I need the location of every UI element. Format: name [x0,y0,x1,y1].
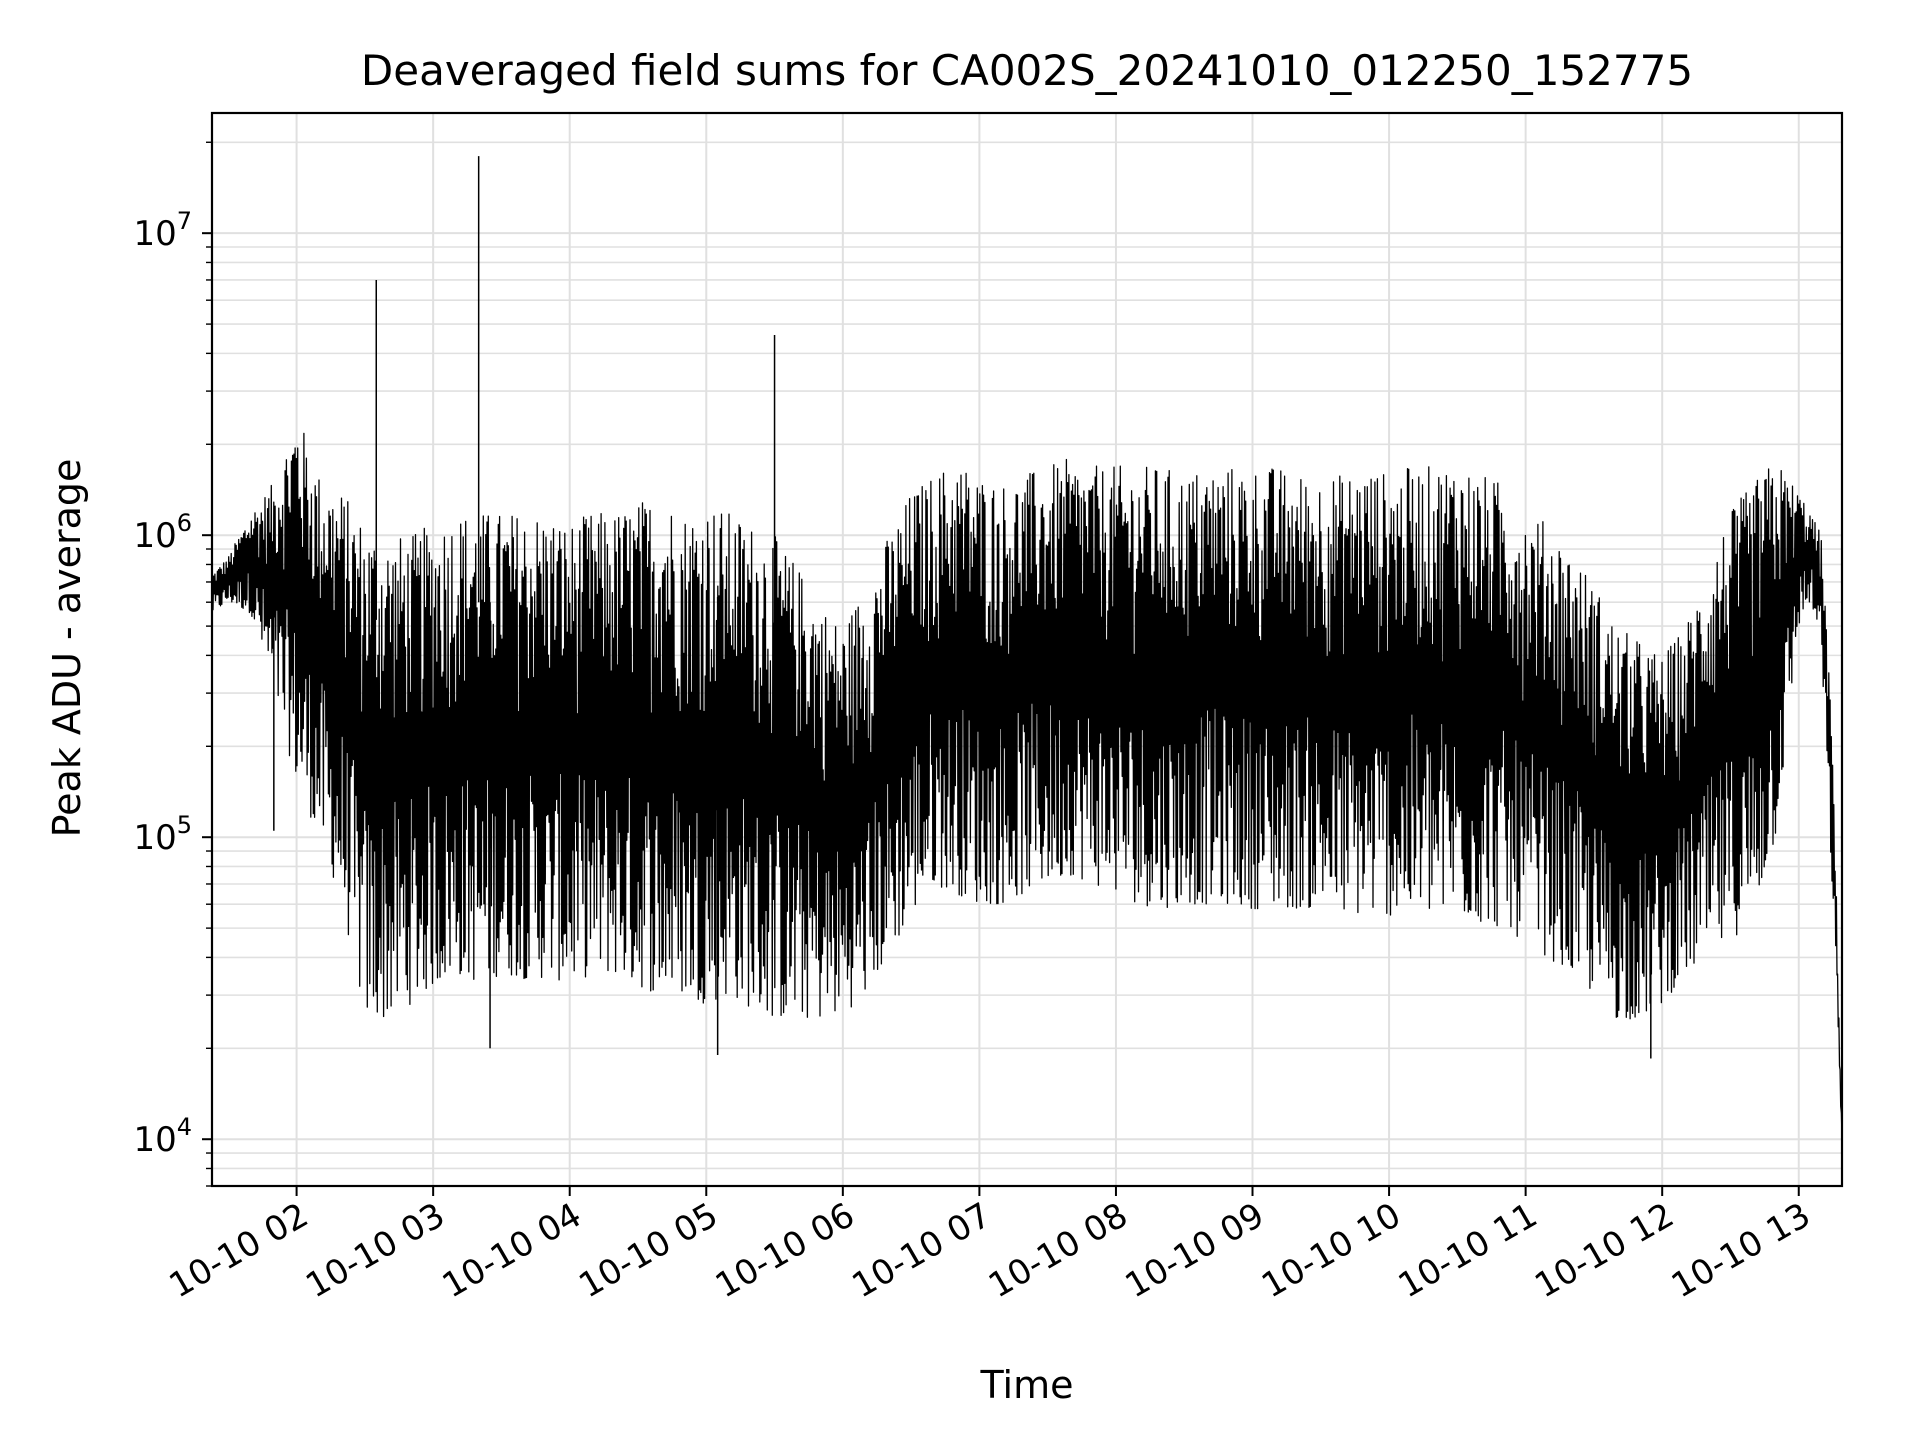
y-tick-label: 105 [133,811,192,858]
x-tick-label: 10-10 06 [709,1195,861,1306]
x-tick-label: 10-10 05 [572,1195,724,1306]
x-tick-label: 10-10 13 [1665,1195,1817,1306]
x-tick-label: 10-10 12 [1528,1195,1680,1306]
x-tick-label: 10-10 08 [982,1195,1134,1306]
x-tick-label: 10-10 02 [163,1195,315,1306]
x-axis-label: Time [980,1363,1074,1407]
plot-area-frame [210,111,1844,1188]
spike-layer [273,156,1652,1059]
series-line-layer [211,432,1843,1140]
x-tick-label: 10-10 10 [1255,1195,1407,1306]
y-tick-label: 107 [133,207,192,254]
x-tick-label: 10-10 11 [1392,1195,1544,1306]
x-tick-label: 10-10 07 [845,1195,997,1306]
x-tick-label: 10-10 04 [436,1195,588,1306]
chart-title: Deaveraged field sums for CA002S_2024101… [361,46,1693,95]
series-line [211,432,1843,1140]
x-tick-label: 10-10 03 [299,1195,451,1306]
y-tick-label: 106 [133,509,192,556]
y-axis-ticks: 104 105 106 107 [133,141,212,1187]
y-axis-label: Peak ADU - average [45,459,89,838]
y-tick-label: 104 [133,1113,192,1160]
x-tick-label: 10-10 09 [1119,1195,1271,1306]
